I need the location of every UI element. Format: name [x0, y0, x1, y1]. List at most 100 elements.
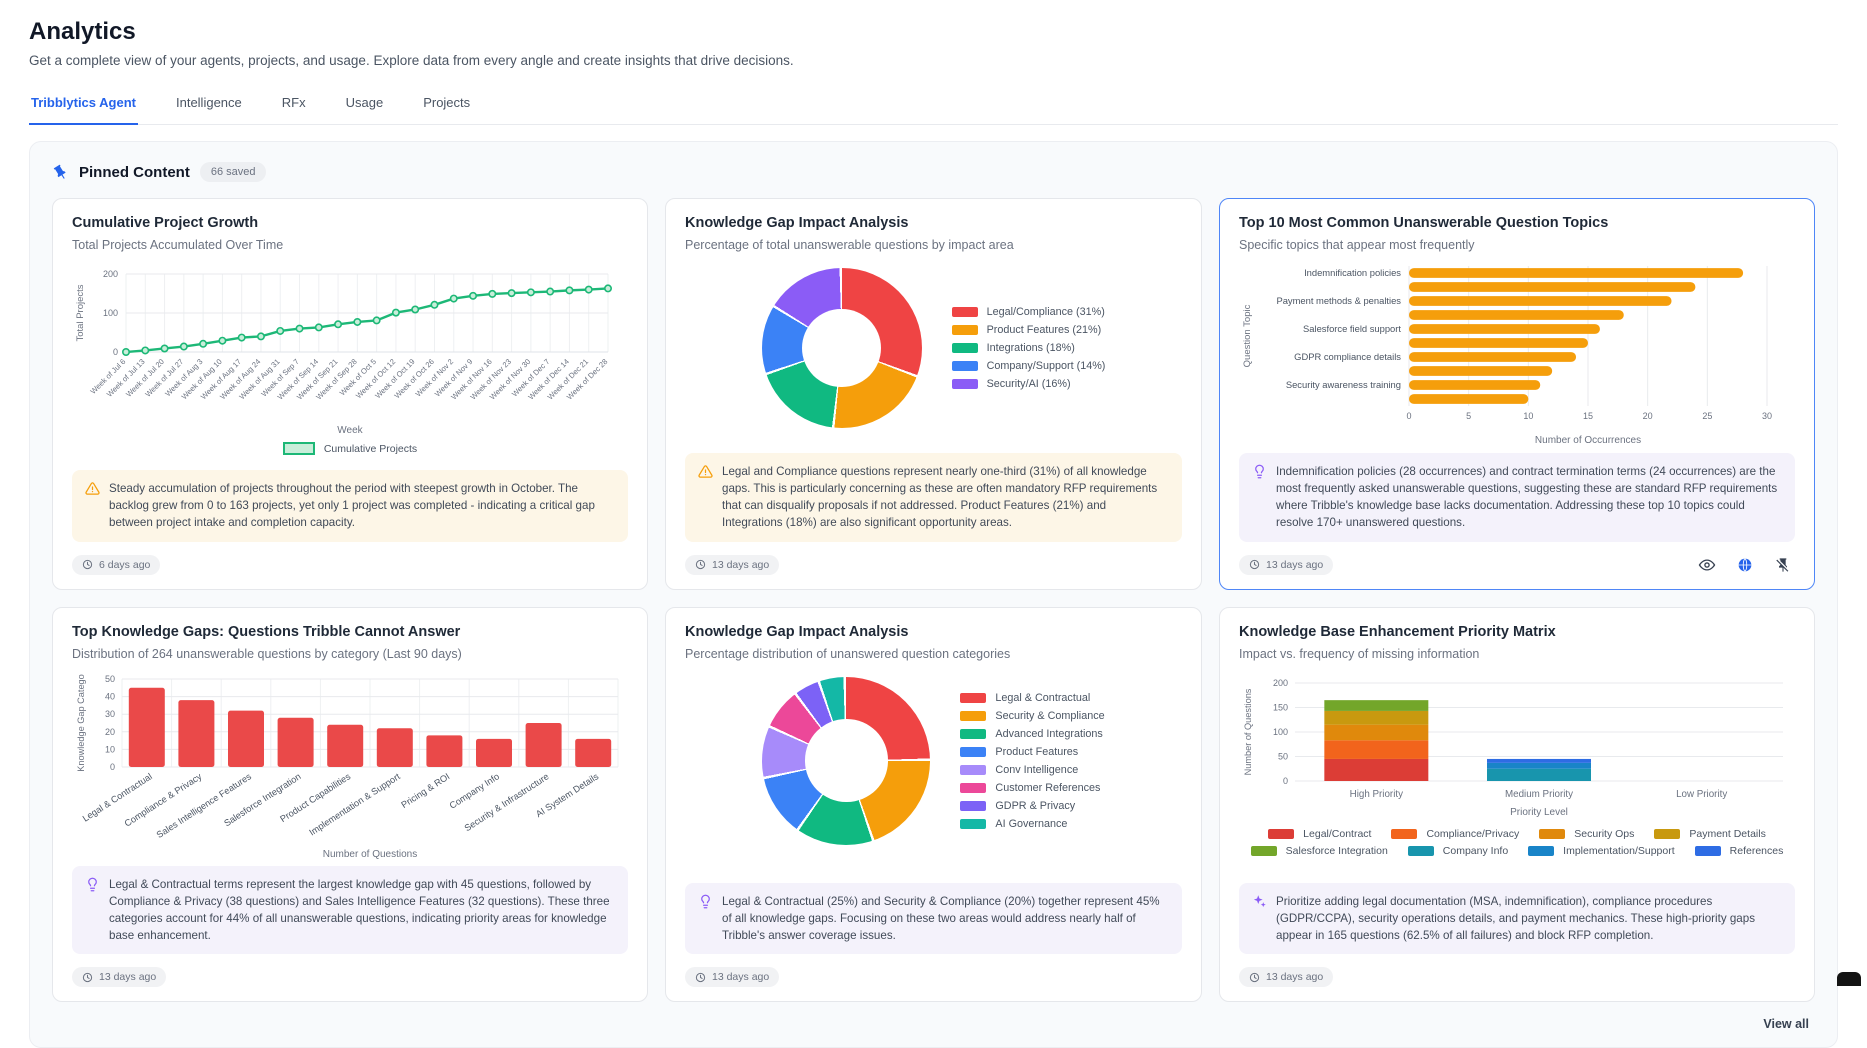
view-all-link[interactable]: View all	[1763, 1017, 1809, 1032]
card-title: Knowledge Base Enhancement Priority Matr…	[1239, 623, 1556, 640]
insight-box: Prioritize adding legal documentation (M…	[1239, 882, 1795, 955]
tab-bar: Tribblytics Agent Intelligence RFx Usage Pro…	[29, 89, 1838, 125]
pinned-card-1[interactable]: Cumulative Project Growth Total Projects …	[52, 198, 648, 590]
legend-label: Security/AI (16%)	[986, 378, 1071, 390]
legend-swatch	[960, 782, 987, 793]
legend-label: Security Ops	[1574, 827, 1635, 840]
svg-text:20: 20	[1643, 411, 1653, 421]
insight-text: Indemnification policies (28 occurrences…	[1276, 465, 1778, 530]
svg-text:Payment methods & penalties: Payment methods & penalties	[1276, 295, 1401, 306]
legend-swatch	[960, 692, 987, 703]
legend-item: Security/AI (16%)	[951, 378, 1106, 390]
card-subtitle: Percentage distribution of unanswered qu…	[685, 646, 1011, 661]
svg-text:150: 150	[1273, 702, 1288, 712]
tab-tribblytics-agent[interactable]: Tribblytics Agent	[29, 89, 138, 125]
legend-item: References	[1694, 844, 1784, 857]
legend-label: Cumulative Projects	[323, 442, 418, 455]
lightbulb-icon	[698, 894, 713, 944]
pinned-card-3[interactable]: Top 10 Most Common Unanswerable Question…	[1219, 198, 1815, 590]
donut-ring	[762, 676, 931, 845]
clock-icon	[82, 972, 93, 983]
card-subtitle: Total Projects Accumulated Over Time	[72, 238, 284, 252]
pinned-content-title: Pinned Content	[79, 163, 190, 181]
insight-text: Legal & Contractual (25%) and Security &…	[722, 894, 1160, 943]
eye-icon[interactable]	[1695, 554, 1719, 576]
tab-projects[interactable]: Projects	[423, 95, 471, 110]
card-title: Knowledge Gap Impact Analysis	[685, 623, 909, 640]
svg-text:0: 0	[110, 762, 115, 772]
svg-text:Medium Priority: Medium Priority	[1505, 789, 1573, 800]
chart-legend: Legal/Contract Compliance/Privacy Security…	[1239, 828, 1795, 857]
clock-icon	[695, 972, 706, 983]
legend-item: Company/Support (14%)	[951, 360, 1105, 372]
timestamp-badge: 13 days ago	[1239, 554, 1334, 575]
svg-text:25: 25	[1702, 411, 1712, 421]
clock-icon	[1249, 972, 1260, 983]
card-title: Top 10 Most Common Unanswerable Question…	[1239, 215, 1609, 231]
legend-item: Advanced Integrations	[960, 728, 1104, 740]
legend-item: Company Info	[1407, 844, 1509, 857]
legend-item: Security & Compliance	[960, 709, 1105, 722]
legend-label: Security & Compliance	[995, 709, 1105, 722]
svg-text:100: 100	[1273, 727, 1288, 737]
legend-swatch	[1407, 845, 1434, 856]
stacked-bar-chart: 0 50 100 150 200 High Priority Medium Priority…	[1243, 678, 1783, 818]
pinned-card-4[interactable]: Top Knowledge Gaps: Questions Tribble Ca…	[52, 606, 648, 1003]
svg-text:Low Priority: Low Priority	[1676, 789, 1727, 800]
pinned-card-2[interactable]: Knowledge Gap Impact Analysis Percentage …	[665, 198, 1202, 590]
timestamp-badge: 13 days ago	[685, 554, 780, 575]
legend-label: Advanced Integrations	[995, 727, 1103, 740]
legend-swatch	[960, 710, 987, 721]
donut-hole	[802, 308, 881, 388]
legend-item: AI Governance	[960, 818, 1104, 830]
svg-text:Number of Occurrences: Number of Occurrences	[1535, 435, 1641, 446]
svg-text:Implementation & Support: Implementation & Support	[307, 771, 402, 837]
legend-label: Company Info	[1442, 844, 1509, 857]
svg-text:30: 30	[1762, 411, 1772, 421]
insight-box: Legal & Contractual (25%) and Security &…	[685, 882, 1182, 955]
svg-text:5: 5	[1466, 411, 1471, 421]
card-title: Top Knowledge Gaps: Questions Tribble Ca…	[72, 623, 461, 640]
legend-swatch	[951, 325, 978, 335]
tab-intelligence[interactable]: Intelligence	[175, 95, 242, 110]
legend-label: Customer References	[995, 781, 1101, 794]
x-axis-title: Week	[337, 425, 363, 436]
globe-icon[interactable]	[1733, 554, 1757, 576]
svg-text:GDPR compliance details: GDPR compliance details	[1294, 351, 1401, 362]
svg-text:High Priority: High Priority	[1350, 789, 1403, 800]
insight-box: Legal & Contractual terms represent the …	[72, 865, 628, 955]
timestamp-text: 13 days ago	[712, 971, 770, 984]
insight-text: Prioritize adding legal documentation (M…	[1276, 894, 1755, 943]
card-chart: Legal/Compliance (31%) Product Features (…	[685, 260, 1182, 432]
legend-item: Legal/Contract	[1268, 828, 1371, 840]
legend-label: AI Governance	[995, 817, 1068, 830]
timestamp-text: 13 days ago	[1266, 558, 1324, 571]
legend-swatch	[1250, 845, 1277, 856]
legend-item: Compliance/Privacy	[1391, 828, 1519, 840]
pinned-card-5[interactable]: Knowledge Gap Impact Analysis Percentage …	[665, 606, 1202, 1003]
pinned-card-6[interactable]: Knowledge Base Enhancement Priority Matr…	[1219, 606, 1815, 1003]
insight-box: Indemnification policies (28 occurrences…	[1239, 453, 1795, 542]
legend-item: Conv Intelligence	[960, 764, 1104, 776]
chart-legend: Cumulative Projects	[72, 442, 628, 455]
pinned-cards-grid: Cumulative Project Growth Total Projects …	[52, 198, 1815, 1003]
legend-swatch	[951, 361, 978, 371]
card-chart: 0 100 200 Week of Jul 6 Week of Jul 13 Week o…	[72, 260, 628, 455]
timestamp-text: 13 days ago	[99, 971, 157, 984]
legend-label: References	[1729, 844, 1784, 857]
legend-label: Payment Details	[1689, 827, 1766, 840]
svg-text:20: 20	[105, 726, 115, 736]
lightbulb-icon	[1252, 464, 1267, 532]
legend-label: Conv Intelligence	[995, 763, 1079, 776]
legend-swatch	[951, 379, 978, 389]
legend-label: Legal/Compliance (31%)	[986, 306, 1105, 318]
page-subtitle: Get a complete view of your agents, proj…	[29, 53, 794, 68]
svg-text:Salesforce field support: Salesforce field support	[1303, 323, 1401, 334]
card-footer: 13 days ago	[685, 965, 1182, 989]
tab-usage[interactable]: Usage	[345, 95, 384, 110]
clock-icon	[82, 559, 93, 570]
unpin-icon[interactable]	[1771, 554, 1795, 576]
tab-rfx[interactable]: RFx	[281, 95, 306, 110]
